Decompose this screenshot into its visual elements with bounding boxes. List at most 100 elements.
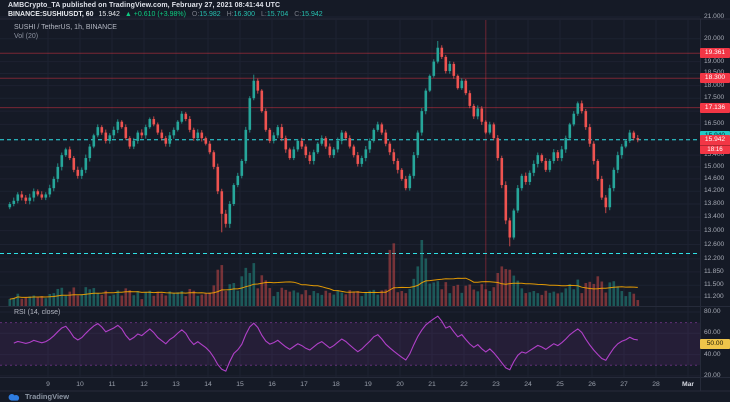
volume-bar	[44, 298, 48, 306]
volume-bar	[480, 284, 484, 306]
volume-bar	[464, 285, 468, 306]
candle-body	[548, 160, 552, 170]
candle-body	[204, 138, 208, 144]
volume-bar	[268, 288, 272, 306]
candle-body	[520, 175, 524, 189]
volume-bar	[184, 296, 188, 306]
volume-bar	[412, 278, 416, 306]
volume-bar	[624, 296, 628, 306]
candle-body	[420, 111, 424, 133]
volume-bar	[588, 281, 592, 306]
volume-bar	[468, 284, 472, 306]
volume-bar	[48, 294, 52, 306]
volume-bar	[176, 292, 180, 306]
candle-body	[460, 80, 464, 89]
volume-bar	[628, 291, 632, 306]
volume-bar	[108, 295, 112, 306]
low-label: L:	[261, 10, 267, 18]
candle-body	[568, 124, 572, 139]
tradingview-logo-icon[interactable]	[8, 392, 21, 401]
volume-bar	[600, 281, 604, 306]
candle-body	[220, 191, 224, 214]
price-axis[interactable]: 15.940 15.942 18:16 50.00 21.00020.00019…	[700, 13, 730, 391]
volume-bar	[316, 293, 320, 306]
candle-body	[528, 172, 532, 182]
candle-body	[472, 105, 476, 117]
volume-bar	[36, 297, 40, 306]
price-tick-label: 14.600	[704, 174, 725, 182]
candle-body	[188, 119, 192, 130]
volume-bar	[192, 290, 196, 306]
volume-bar	[160, 293, 164, 306]
candle-body	[532, 163, 536, 173]
tradingview-wordmark[interactable]: TradingView	[25, 392, 70, 401]
candle-body	[24, 197, 28, 201]
volume-bar	[300, 294, 304, 306]
candle-body	[408, 175, 412, 189]
time-axis-label: 26	[588, 381, 596, 388]
volume-bar	[348, 290, 352, 306]
candle-body	[496, 138, 500, 159]
candle-body	[540, 155, 544, 161]
pane-title[interactable]: SUSHI / TetherUS, 1h, BINANCE	[14, 24, 117, 31]
volume-bar	[560, 292, 564, 306]
level-price-badge: 18.300	[700, 73, 730, 84]
candle-body	[116, 121, 120, 130]
volume-bar	[168, 291, 172, 306]
volume-bar	[484, 289, 488, 306]
close-label: C:	[294, 10, 302, 18]
volume-bar	[296, 292, 300, 306]
candle-body	[252, 80, 256, 99]
volume-bar	[424, 258, 428, 306]
volume-bar	[520, 288, 524, 306]
volume-bar	[208, 292, 212, 306]
candle-body	[560, 149, 564, 159]
candle-body	[328, 146, 332, 156]
time-axis-label: 21	[428, 381, 436, 388]
candle-body	[68, 149, 72, 159]
candle-body	[580, 103, 584, 112]
candle-body	[148, 119, 152, 128]
volume-bar	[320, 294, 324, 306]
volume-bar	[132, 295, 136, 306]
candle-body	[152, 119, 156, 125]
volume-bar	[360, 296, 364, 306]
price-tick-label: 12.600	[704, 240, 725, 248]
volume-bar	[384, 289, 388, 306]
price-tick-label: 13.400	[704, 213, 725, 221]
volume-indicator-label[interactable]: Vol (20)	[14, 33, 39, 40]
time-axis[interactable]: 9 10 11 12 13 14 15 16 17 18 19 20 21 22 23 24 25 26 27 28 M…	[0, 378, 700, 391]
candle-body	[356, 155, 360, 164]
candle-body	[376, 124, 380, 130]
bar-countdown: 18:16	[700, 144, 730, 154]
candle-body	[296, 140, 300, 150]
volume-bar	[388, 249, 392, 306]
candle-body	[208, 143, 212, 153]
candle-body	[404, 178, 408, 189]
rsi-band	[0, 322, 700, 366]
volume-bar	[56, 288, 60, 306]
open-value: 15.982	[199, 10, 221, 18]
rsi-indicator-label[interactable]: RSI (14, close)	[14, 309, 61, 316]
price-tick-label: 18.000	[704, 81, 725, 89]
candle-body	[52, 178, 56, 189]
volume-bar	[616, 286, 620, 306]
candle-body	[392, 152, 396, 161]
candle-body	[228, 204, 232, 224]
candle-body	[232, 185, 236, 205]
volume-bar	[28, 296, 32, 306]
candle-body	[96, 127, 100, 136]
rsi-line	[13, 315, 638, 372]
candle-body	[308, 155, 312, 161]
candle-body	[348, 138, 352, 147]
volume-bar	[436, 281, 440, 306]
volume-bar	[456, 284, 460, 306]
candle-body	[196, 132, 200, 139]
volume-bar	[276, 291, 280, 306]
high-value: 16.300	[233, 10, 256, 18]
price-tick-label: 15.000	[704, 162, 725, 170]
price-tick-label: 13.000	[704, 226, 725, 234]
rsi-mid-level-badge: 50.00	[700, 338, 730, 349]
volume-bar	[8, 299, 12, 306]
